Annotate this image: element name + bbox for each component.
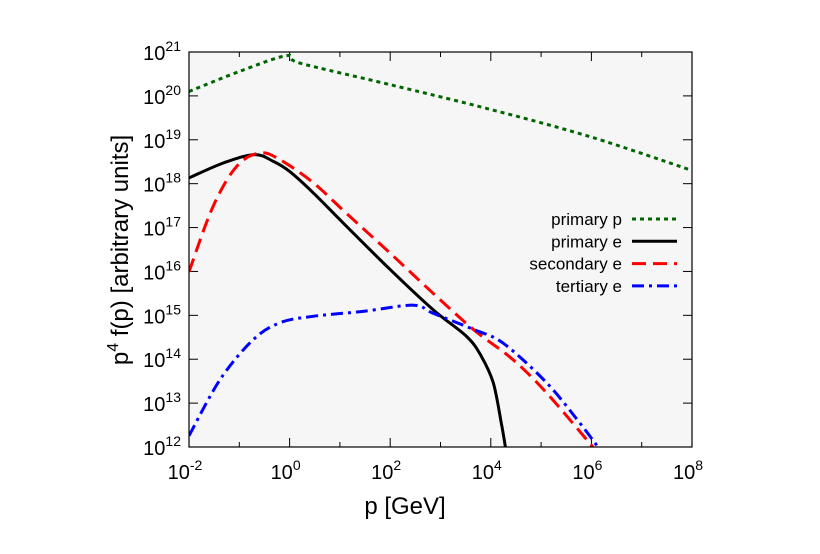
series-line-secondary-e bbox=[189, 151, 595, 447]
x-tick-label: 102 bbox=[371, 457, 401, 484]
y-tick-label: 1012 bbox=[143, 433, 181, 460]
legend-label-secondary-e: secondary e bbox=[529, 255, 622, 274]
x-axis-label: p [GeV] bbox=[364, 493, 445, 520]
x-tick-label: 106 bbox=[572, 457, 602, 484]
y-tick-label-exp: 16 bbox=[165, 257, 181, 273]
y-tick-label-exp: 15 bbox=[165, 301, 181, 317]
y-tick-label-exp: 18 bbox=[165, 170, 181, 186]
y-tick-label-exp: 17 bbox=[165, 214, 181, 230]
y-axis-label-main: p bbox=[107, 352, 134, 365]
x-tick-label-base: 10 bbox=[572, 462, 594, 484]
y-tick-label: 1019 bbox=[143, 126, 181, 153]
x-tick-label-base: 10 bbox=[271, 462, 293, 484]
y-tick-label-base: 10 bbox=[143, 175, 165, 197]
x-tick-labels: 10-2 100 102 104 106 108 bbox=[168, 457, 704, 484]
x-tick-label-base: 10 bbox=[673, 462, 695, 484]
y-tick-label-base: 10 bbox=[143, 394, 165, 416]
y-tick-label-exp: 20 bbox=[165, 82, 181, 98]
x-tick-label: 108 bbox=[673, 457, 703, 484]
x-tick-label-exp: 4 bbox=[494, 457, 502, 473]
series-line-tertiary-e bbox=[189, 303, 600, 447]
y-tick-label: 1013 bbox=[143, 389, 181, 416]
x-tick-label-base: 10 bbox=[472, 462, 494, 484]
x-tick-label-base: 10 bbox=[168, 462, 190, 484]
y-axis-label: p4 f(p) [arbitrary units] bbox=[105, 135, 134, 365]
y-tick-label-exp: 21 bbox=[165, 38, 181, 54]
y-tick-label-exp: 12 bbox=[165, 433, 181, 449]
y-tick-label-base: 10 bbox=[143, 87, 165, 109]
y-tick-label-base: 10 bbox=[143, 306, 165, 328]
plot-background bbox=[189, 52, 692, 447]
y-tick-label: 1018 bbox=[143, 170, 181, 197]
legend-label-primary-p: primary p bbox=[551, 210, 622, 229]
x-tick-label: 10-2 bbox=[168, 457, 203, 484]
y-tick-label-base: 10 bbox=[143, 438, 165, 460]
y-tick-label: 1016 bbox=[143, 257, 181, 284]
y-axis-label-sup: 4 bbox=[105, 343, 122, 352]
x-tick-label: 100 bbox=[271, 457, 301, 484]
series-group bbox=[189, 53, 692, 447]
y-tick-label-exp: 14 bbox=[165, 345, 181, 361]
y-tick-label-exp: 19 bbox=[165, 126, 181, 142]
y-axis-label-rest: f(p) [arbitrary units] bbox=[107, 135, 134, 343]
y-tick-label: 1020 bbox=[143, 82, 181, 109]
y-tick-label: 1017 bbox=[143, 214, 181, 241]
y-tick-label-base: 10 bbox=[143, 131, 165, 153]
x-tick-label: 104 bbox=[472, 457, 502, 484]
y-tick-label: 1021 bbox=[143, 38, 181, 65]
x-tick-label-exp: -2 bbox=[190, 457, 203, 473]
y-tick-label: 1015 bbox=[143, 301, 181, 328]
y-tick-label: 1014 bbox=[143, 345, 181, 372]
y-tick-label-base: 10 bbox=[143, 262, 165, 284]
series-line-primary-p bbox=[189, 53, 692, 172]
y-tick-label-exp: 13 bbox=[165, 389, 181, 405]
x-tick-label-exp: 6 bbox=[595, 457, 603, 473]
y-tick-label-base: 10 bbox=[143, 43, 165, 65]
x-tick-label-exp: 2 bbox=[393, 457, 401, 473]
legend-label-primary-e: primary e bbox=[551, 232, 622, 251]
x-tick-label-exp: 8 bbox=[695, 457, 703, 473]
y-tick-label-base: 10 bbox=[143, 219, 165, 241]
legend-label-tertiary-e: tertiary e bbox=[556, 277, 622, 296]
plot-frame bbox=[188, 51, 693, 448]
legend: primary p primary e secondary e tertiary e bbox=[529, 210, 677, 296]
x-tick-label-exp: 0 bbox=[293, 457, 301, 473]
x-tick-label-base: 10 bbox=[371, 462, 393, 484]
y-tick-label-base: 10 bbox=[143, 350, 165, 372]
